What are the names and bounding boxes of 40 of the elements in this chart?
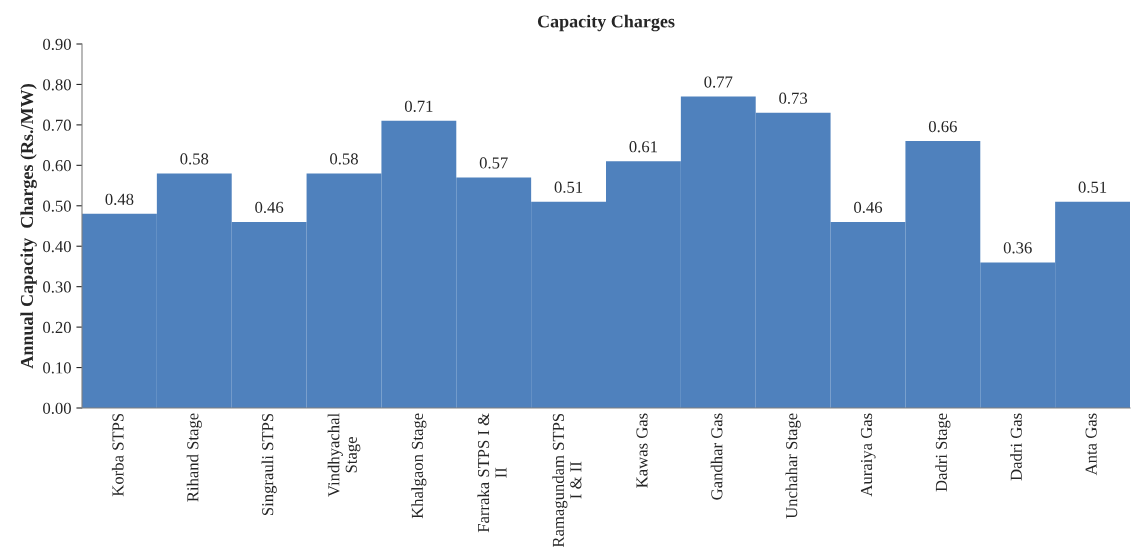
data-label: 0.73: [779, 92, 808, 104]
x-tick-label: Rihand Stage: [186, 413, 202, 502]
data-label: 0.71: [404, 100, 433, 112]
x-tick-label: Vindhyachal Stage: [327, 413, 361, 497]
x-tick-label: Auraiya Gas: [860, 413, 876, 497]
x-tick-label: Singrauli STPS: [261, 413, 277, 515]
y-tick-label: 0.70: [43, 119, 71, 131]
data-label: 0.51: [1078, 181, 1107, 193]
x-tick-label: Korba STPS: [111, 413, 124, 497]
x-tick-label: Unchahar Stage: [785, 413, 801, 519]
x-tick-label: Farraka STPS I & II: [477, 413, 507, 533]
data-label: 0.46: [854, 201, 883, 214]
x-tick-label: Gandhar Gas: [710, 413, 723, 500]
data-label: 0.46: [255, 201, 284, 214]
y-tick-label: 0.30: [43, 281, 71, 293]
y-tick-label: 0.10: [43, 362, 71, 374]
data-label: 0.48: [105, 193, 134, 205]
x-tick-label: Khalgaon Stage: [411, 413, 427, 519]
x-tick-label: Dadri Stage: [935, 413, 951, 492]
y-tick-label: 0.90: [43, 38, 71, 51]
data-label: 0.51: [554, 181, 583, 193]
data-label: 0.77: [704, 76, 733, 88]
y-tick-label: 0.20: [43, 321, 71, 334]
x-tick-label: Kawas Gas: [636, 413, 648, 488]
x-tick-label: Anta Gas: [1085, 413, 1097, 476]
data-label: 0.66: [928, 120, 957, 133]
data-label: 0.61: [629, 141, 658, 153]
x-tick-label: Dadri Gas: [1010, 413, 1022, 481]
y-tick-label: 0.00: [43, 402, 71, 415]
y-tick-label: 0.60: [43, 160, 71, 172]
data-label: 0.58: [330, 153, 358, 165]
data-label: 0.58: [180, 153, 209, 165]
data-label: 0.57: [479, 157, 508, 169]
data-label: 0.36: [1003, 242, 1032, 254]
y-axis-title: Annual Capacity Charges (Rs./MW): [20, 84, 37, 369]
y-tick-label: 0.40: [43, 240, 71, 253]
y-tick-label: 0.50: [43, 200, 71, 212]
y-tick-label: 0.80: [43, 79, 71, 91]
chart-title: Capacity Charges: [537, 14, 675, 32]
x-tick-label: Ramagundam STPS I & II: [552, 413, 582, 548]
